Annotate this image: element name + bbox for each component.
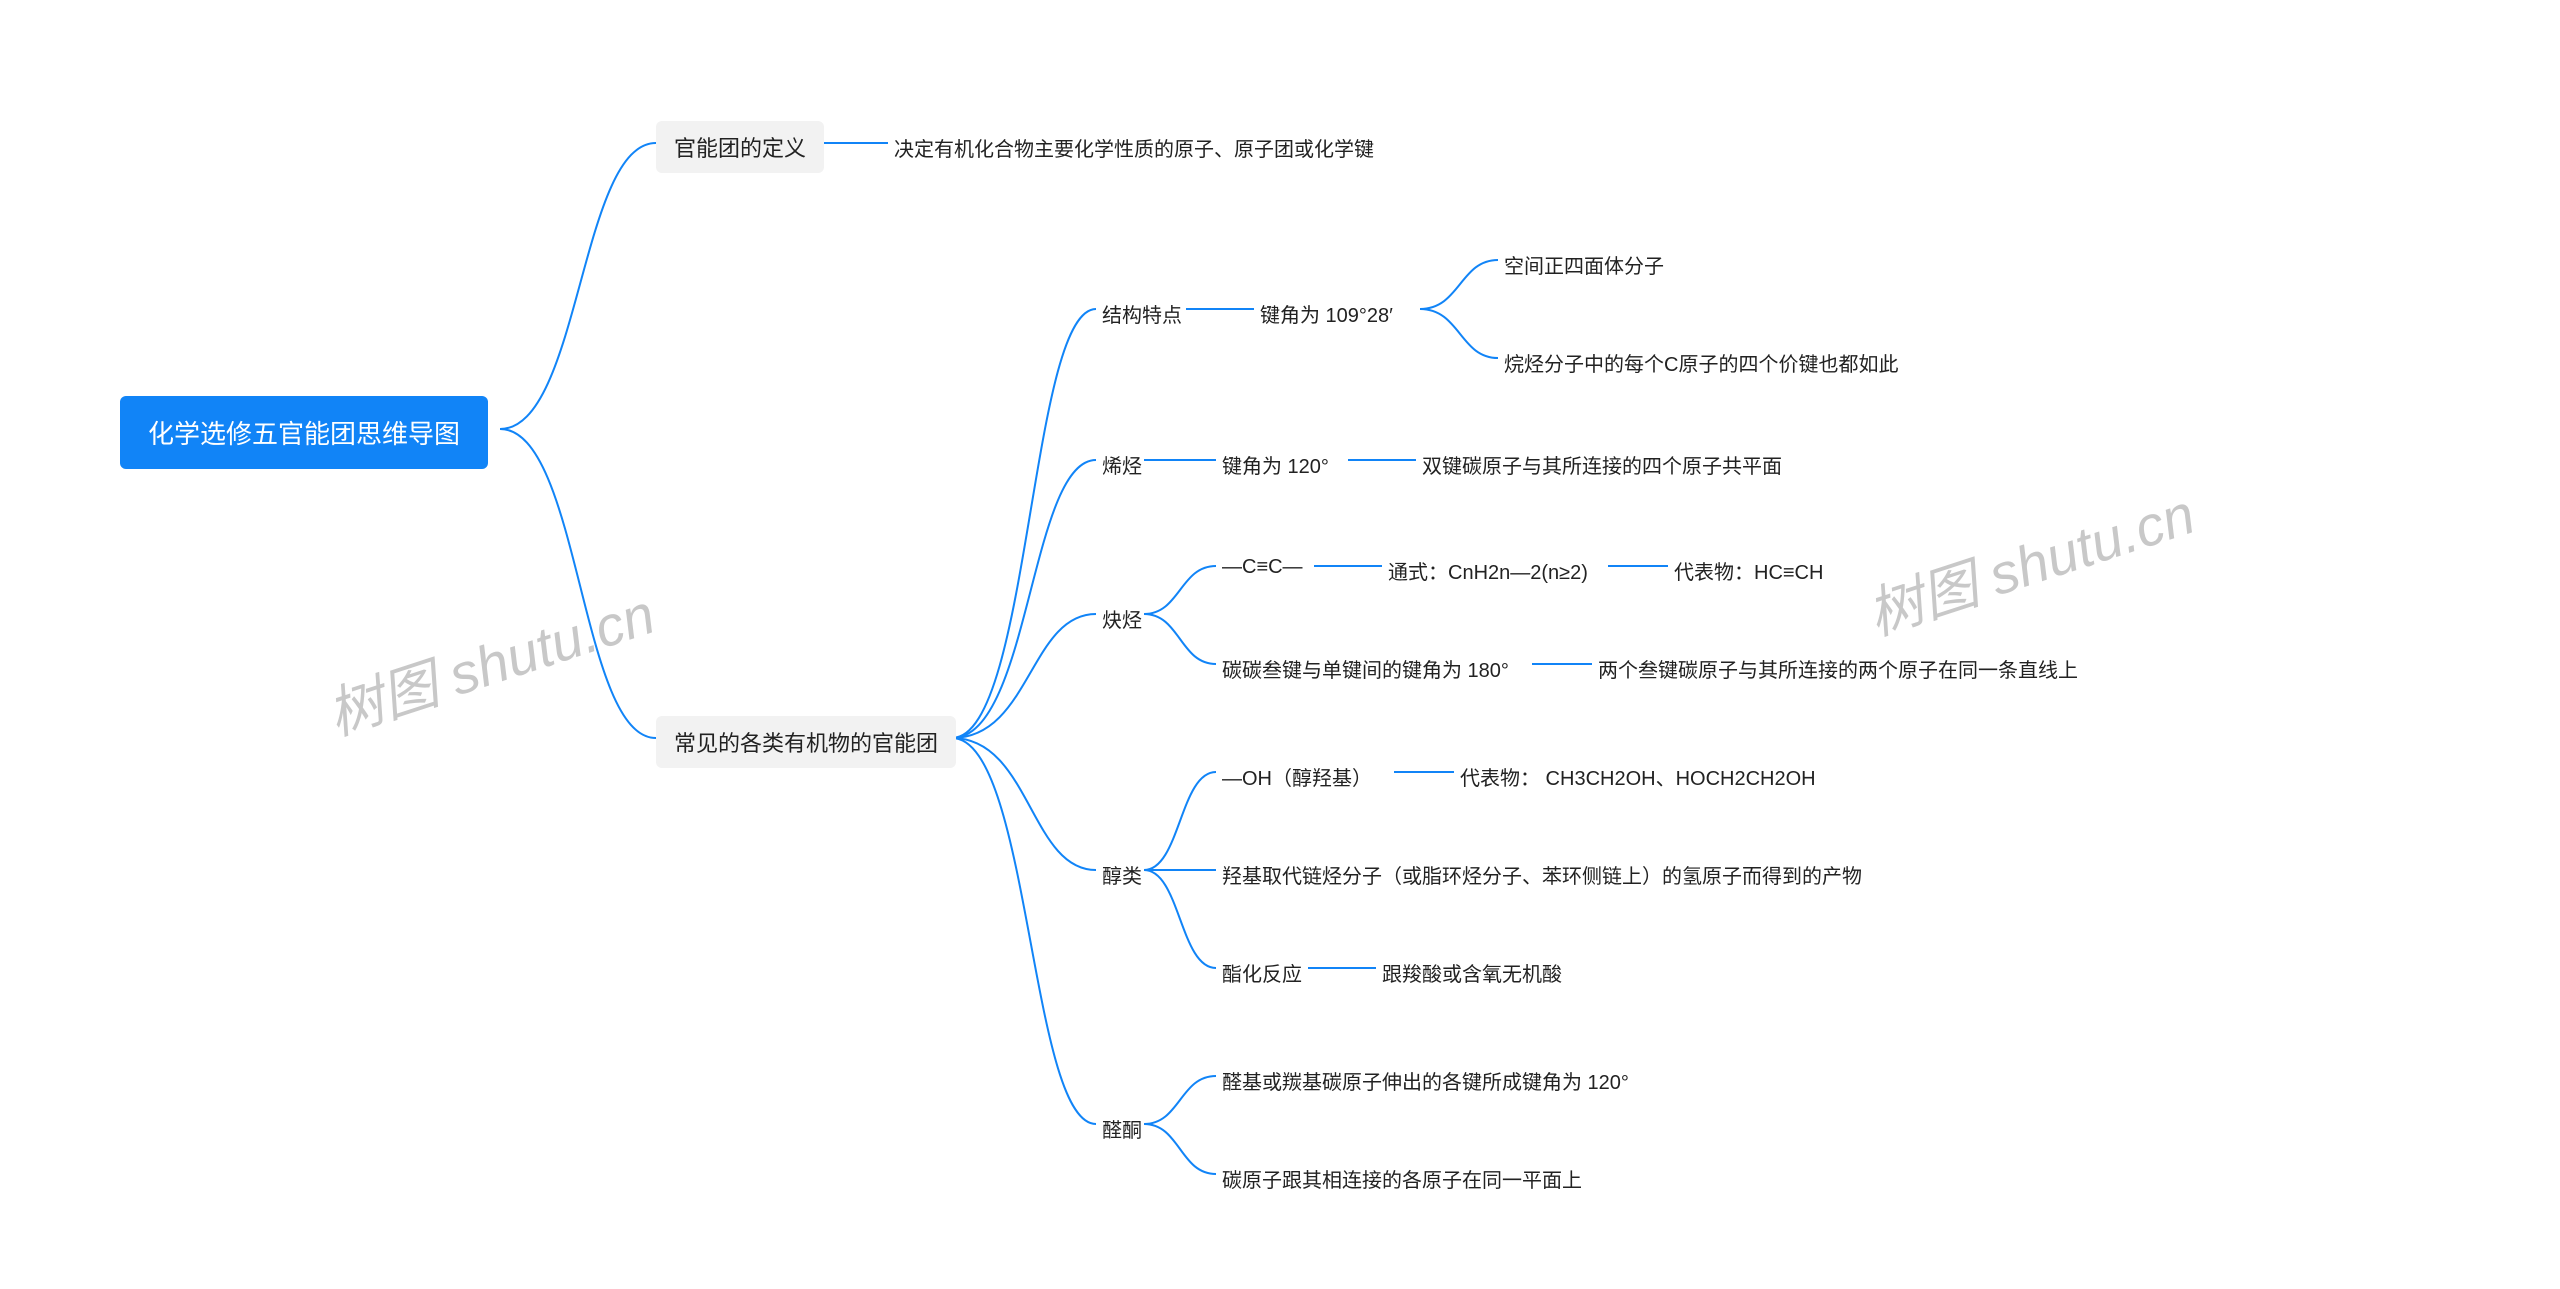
- node-carbonyl-angle: 醛基或羰基碳原子伸出的各键所成键角为 120°: [1216, 1062, 1635, 1099]
- branch-definition[interactable]: 官能团的定义: [656, 121, 824, 173]
- node-aldehyde-ketone[interactable]: 醛酮: [1096, 1110, 1148, 1147]
- node-bond-angle-109: 键角为 109°28′: [1254, 295, 1399, 332]
- node-bond-angle-120: 键角为 120°: [1216, 446, 1335, 483]
- root-node[interactable]: 化学选修五官能团思维导图: [120, 396, 488, 469]
- node-alkyne-formula: 通式：CnH2n—2(n≥2): [1382, 552, 1594, 589]
- node-triple-linear: 两个叁键碳原子与其所连接的两个原子在同一条直线上: [1592, 650, 2084, 687]
- node-alkane-bonds: 烷烃分子中的每个C原子的四个价键也都如此: [1498, 344, 1904, 381]
- node-alkene[interactable]: 烯烃: [1096, 446, 1148, 483]
- node-alcohol[interactable]: 醇类: [1096, 856, 1148, 893]
- node-triple-angle: 碳碳叁键与单键间的键角为 180°: [1216, 650, 1515, 687]
- node-alkyne-example: 代表物：HC≡CH: [1668, 552, 1829, 589]
- node-esterification: 酯化反应: [1216, 954, 1308, 991]
- node-alcohol-examples: 代表物： CH3CH2OH、HOCH2CH2OH: [1454, 758, 1822, 795]
- node-esterification-with: 跟羧酸或含氧无机酸: [1376, 954, 1568, 991]
- node-tetrahedral: 空间正四面体分子: [1498, 246, 1670, 283]
- leaf-definition-desc: 决定有机化合物主要化学性质的原子、原子团或化学键: [888, 129, 1380, 166]
- branch-common-groups[interactable]: 常见的各类有机物的官能团: [656, 716, 956, 768]
- node-structure[interactable]: 结构特点: [1096, 295, 1188, 332]
- node-triple-bond: —C≡C—: [1216, 552, 1309, 583]
- watermark: 树图 shutu.cn: [1856, 470, 2204, 652]
- node-hydroxyl: —OH（醇羟基）: [1216, 758, 1378, 795]
- node-double-bond-plane: 双键碳原子与其所连接的四个原子共平面: [1416, 446, 1788, 483]
- node-alkyne[interactable]: 炔烃: [1096, 600, 1148, 637]
- node-carbonyl-plane: 碳原子跟其相连接的各原子在同一平面上: [1216, 1160, 1588, 1197]
- watermark: 树图 shutu.cn: [316, 570, 664, 752]
- mindmap-canvas: { "colors": { "root_bg": "#1184f7", "roo…: [0, 0, 2560, 1289]
- node-alcohol-substitution: 羟基取代链烃分子（或脂环烃分子、苯环侧链上）的氢原子而得到的产物: [1216, 856, 1868, 893]
